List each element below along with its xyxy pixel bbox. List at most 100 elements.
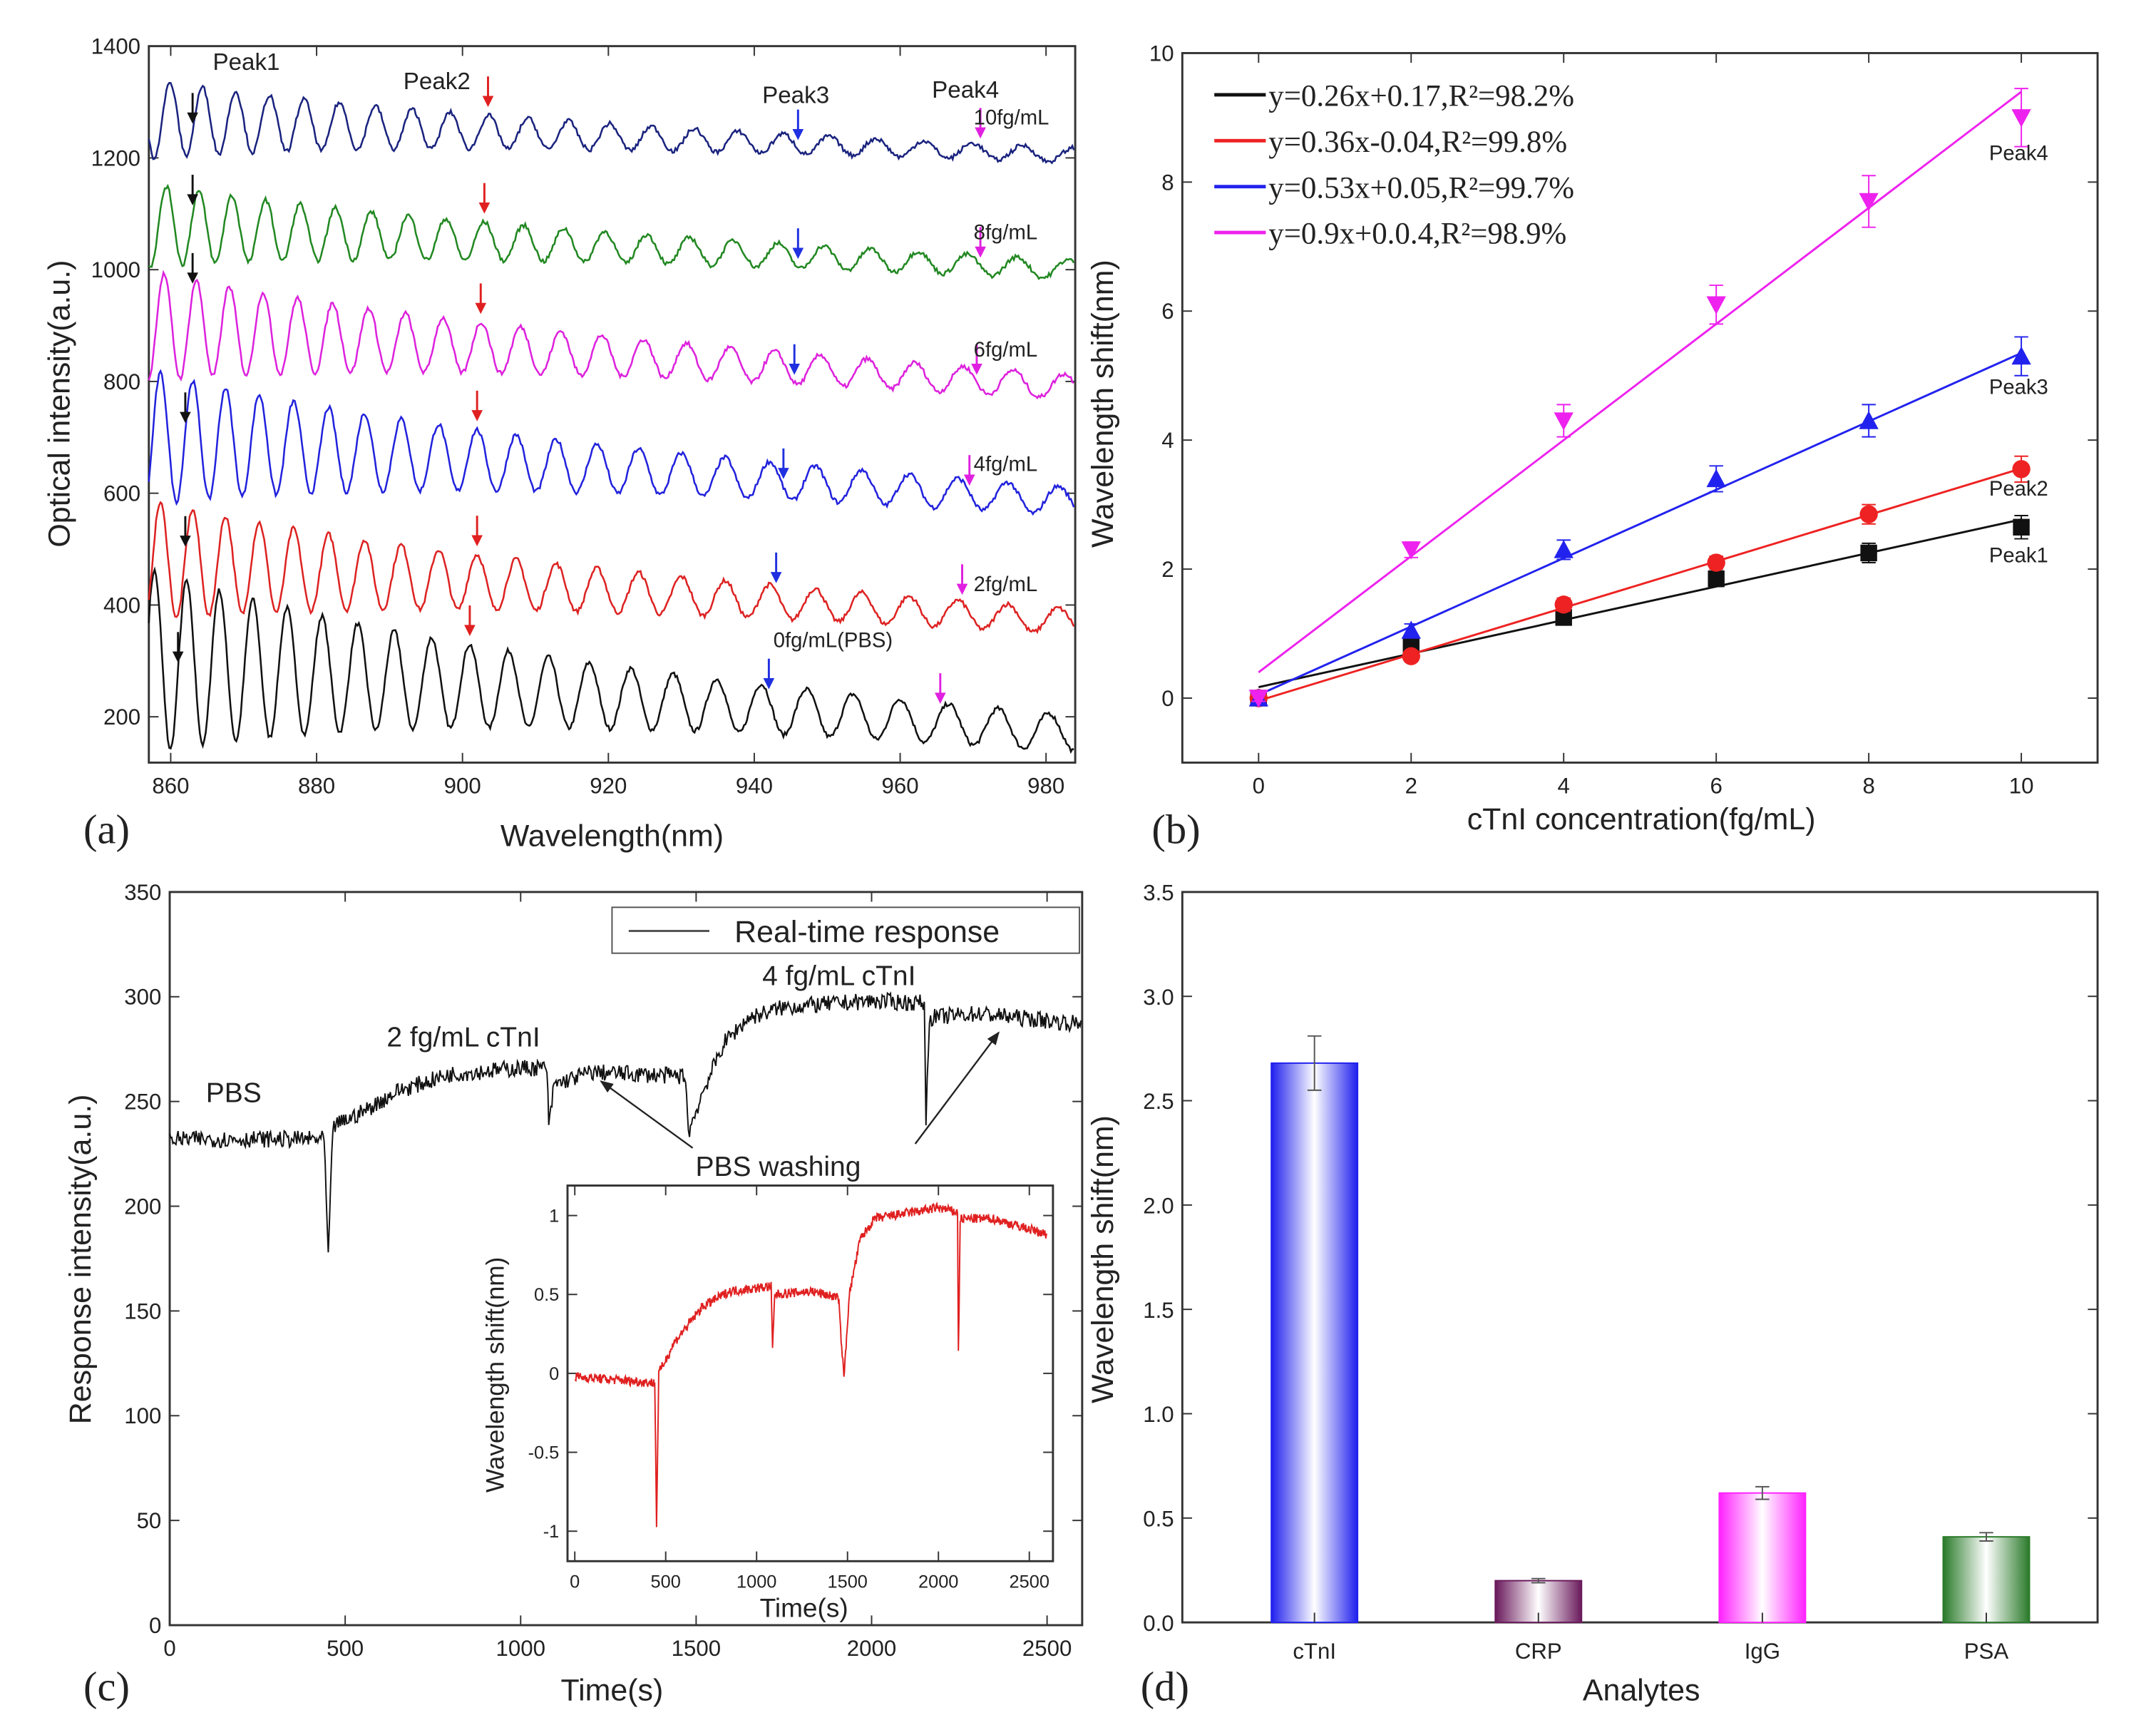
peak-arrow-head xyxy=(763,677,775,690)
spectrum-line xyxy=(148,369,1075,516)
inset-trace xyxy=(575,1201,1048,1527)
y-tick-label: 400 xyxy=(103,593,140,618)
x-tick-label: 10 xyxy=(2009,773,2034,798)
data-point xyxy=(1248,690,1268,708)
x-tick-label: 8 xyxy=(1862,773,1874,798)
x-tick-label: 900 xyxy=(444,773,481,798)
panel-a-spectra: (a) Wavelength(nm) Optical intensity(a.u… xyxy=(43,34,1077,853)
y-tick-label: 200 xyxy=(103,705,140,730)
peak-arrow-head xyxy=(471,410,483,421)
annotation-2fg: 2 fg/mL cTnI xyxy=(386,1022,540,1053)
x-tick-label: 6 xyxy=(1710,773,1722,798)
y-tick-label: 350 xyxy=(124,880,161,905)
peak-label: Peak3 xyxy=(762,83,829,109)
series-label: 10fg/mL xyxy=(974,107,1049,130)
peak-arrow-head xyxy=(187,112,198,124)
y-tick-label: 10 xyxy=(1149,41,1174,66)
spectrum-0fg/mL(PBS): 0fg/mL(PBS) xyxy=(148,566,1074,754)
data-point xyxy=(1706,469,1726,488)
y-tick-label: 3.0 xyxy=(1143,985,1174,1010)
plot-frame xyxy=(1181,891,2099,1624)
series-label: Peak4 xyxy=(1989,143,2048,165)
peak-arrow-head xyxy=(971,363,982,375)
legend-label: Real-time response xyxy=(734,915,1000,949)
series-Peak2: Peak2 y=0.36x-0.04,R²=99.8% xyxy=(1214,126,2048,707)
x-tick-label: 860 xyxy=(152,773,189,798)
y-tick-label: 0.5 xyxy=(534,1285,559,1305)
y-tick-label: -1 xyxy=(543,1522,560,1542)
fit-line xyxy=(1258,352,2022,696)
series-Peak1: Peak1 y=0.26x+0.17,R²=98.2% xyxy=(1214,80,2048,707)
peak-label: Peak2 xyxy=(404,68,471,95)
data-point xyxy=(1554,540,1574,558)
x-axis-label: Wavelength(nm) xyxy=(500,819,724,853)
data-point xyxy=(1401,620,1421,639)
peak-label: Peak4 xyxy=(932,77,999,103)
peak-arrow-head xyxy=(180,536,191,547)
fit-line xyxy=(1258,518,2022,689)
fit-line xyxy=(1258,467,2022,702)
y-tick-label: 0.0 xyxy=(1143,1611,1174,1636)
y-tick-label: 1200 xyxy=(91,145,140,170)
spectrum-line xyxy=(148,566,1074,754)
spectrum-8fg/mL: 8fg/mL xyxy=(148,175,1075,280)
x-tick-label: 2000 xyxy=(847,1636,896,1661)
x-tick-label: 500 xyxy=(651,1572,681,1592)
data-point xyxy=(2013,518,2030,536)
peak-arrow-head xyxy=(935,692,946,704)
annotation-4fg: 4 fg/mL cTnI xyxy=(762,961,915,992)
legend-label: y=0.9x+0.0.4,R²=98.9% xyxy=(1268,217,1566,251)
data-point xyxy=(2011,346,2031,365)
y-axis-label: Wavelength shift(nm) xyxy=(1086,260,1120,548)
series-label: 2fg/mL xyxy=(974,573,1037,596)
x-axis-label: Analytes xyxy=(1583,1673,1700,1707)
y-tick-label: 50 xyxy=(137,1508,162,1533)
data-point xyxy=(1555,609,1572,626)
y-tick-label: 8 xyxy=(1161,170,1174,195)
y-tick-label: 6 xyxy=(1161,299,1174,324)
data-point xyxy=(1708,570,1725,588)
x-tick-label: PSA xyxy=(1964,1639,2009,1664)
peak-arrow-head xyxy=(475,302,487,314)
bar-PSA xyxy=(1942,1536,2031,1624)
washing-arrow xyxy=(600,1080,694,1149)
y-tick-label: 100 xyxy=(124,1403,161,1428)
series-label: 0fg/mL(PBS) xyxy=(774,630,893,652)
x-tick-label: 0 xyxy=(163,1636,175,1661)
y-tick-label: 150 xyxy=(124,1299,161,1324)
fit-line xyxy=(1258,91,2022,673)
y-tick-label: 250 xyxy=(124,1090,161,1115)
x-tick-label: 880 xyxy=(298,773,335,798)
peak-arrow-head xyxy=(478,203,491,214)
peak-arrow-head xyxy=(975,246,986,258)
y-tick-label: 1400 xyxy=(91,34,140,59)
y-tick-label: 1.5 xyxy=(1143,1298,1174,1323)
peak-arrow-head xyxy=(482,96,494,108)
x-axis-label: Time(s) xyxy=(561,1673,664,1707)
x-tick-label: 2 xyxy=(1405,773,1417,798)
legend-label: y=0.36x-0.04,R²=99.8% xyxy=(1268,126,1567,159)
peak-arrow-head xyxy=(778,468,789,479)
x-tick-label: 940 xyxy=(736,773,773,798)
spectrum-line xyxy=(148,501,1075,635)
peak-label: Peak1 xyxy=(212,49,279,76)
peak-arrow-head xyxy=(956,583,968,595)
data-point xyxy=(2011,109,2031,128)
peak-arrow-head xyxy=(187,194,198,206)
y-axis-label: Wavelength shift(nm) xyxy=(1086,1115,1120,1403)
x-tick-label: 1000 xyxy=(496,1636,545,1661)
data-point xyxy=(1554,412,1574,431)
peak-arrow-head xyxy=(963,474,975,486)
y-tick-label: 2.5 xyxy=(1143,1089,1174,1114)
y-axis-label: Response intensity(a.u.) xyxy=(63,1095,98,1425)
y-tick-label: 0.5 xyxy=(1143,1507,1174,1532)
data-point xyxy=(1706,296,1726,314)
x-tick-label: 1500 xyxy=(672,1636,721,1661)
plot-frame xyxy=(148,45,1077,764)
legend-label: y=0.26x+0.17,R²=98.2% xyxy=(1268,80,1574,113)
data-point xyxy=(1859,411,1879,429)
response-trace xyxy=(169,991,1082,1253)
series-label: Peak2 xyxy=(1989,478,2048,501)
peak-arrow-head xyxy=(464,625,476,636)
